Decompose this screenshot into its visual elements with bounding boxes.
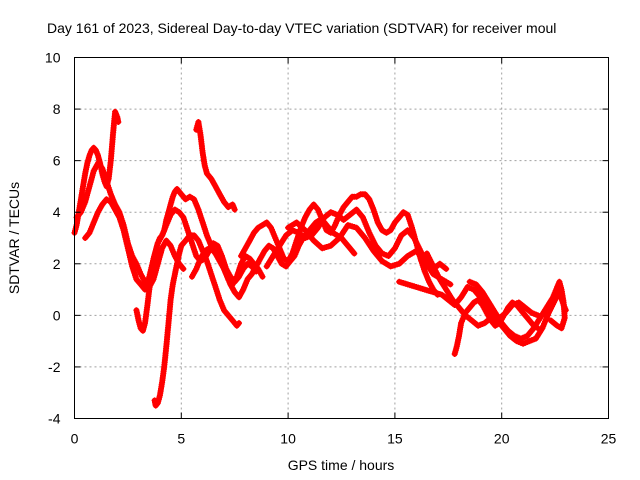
tick-labels: 0 5 10 15 20 25 -4 -2 0 2 4 6 8 10 xyxy=(45,50,617,447)
series-arc-10 xyxy=(285,219,454,288)
series-markers xyxy=(466,278,568,342)
x-tick-label: 15 xyxy=(387,431,403,447)
y-tick-label: 2 xyxy=(53,256,61,272)
chart-title: Day 161 of 2023, Sidereal Day-to-day VTE… xyxy=(47,20,556,36)
plot-frame xyxy=(74,57,609,419)
x-tick-label: 10 xyxy=(280,431,296,447)
x-tick-label: 5 xyxy=(177,431,185,447)
series-markers xyxy=(193,119,238,213)
y-tick-label: 6 xyxy=(53,153,61,169)
y-tick-label: 0 xyxy=(53,307,61,323)
series-markers xyxy=(285,219,454,288)
y-tick-label: -2 xyxy=(48,359,61,375)
data-series xyxy=(71,108,569,409)
y-tick-label: 4 xyxy=(53,204,61,220)
series-markers xyxy=(451,296,541,357)
x-tick-label: 25 xyxy=(601,431,617,447)
y-axis-label: SDTVAR / TECUs xyxy=(6,182,22,294)
x-axis-label: GPS time / hours xyxy=(288,457,395,473)
series-arc-12 xyxy=(451,296,541,357)
series-markers xyxy=(151,232,242,409)
series-arc-14 xyxy=(466,278,568,342)
y-tick-label: -4 xyxy=(48,411,61,427)
y-tick-label: 10 xyxy=(45,50,61,66)
series-arc-6 xyxy=(193,119,238,213)
series-arc-5 xyxy=(151,232,242,409)
x-tick-label: 20 xyxy=(494,431,510,447)
y-tick-label: 8 xyxy=(53,101,61,117)
axis-ticks xyxy=(74,57,609,419)
x-tick-label: 0 xyxy=(71,431,79,447)
